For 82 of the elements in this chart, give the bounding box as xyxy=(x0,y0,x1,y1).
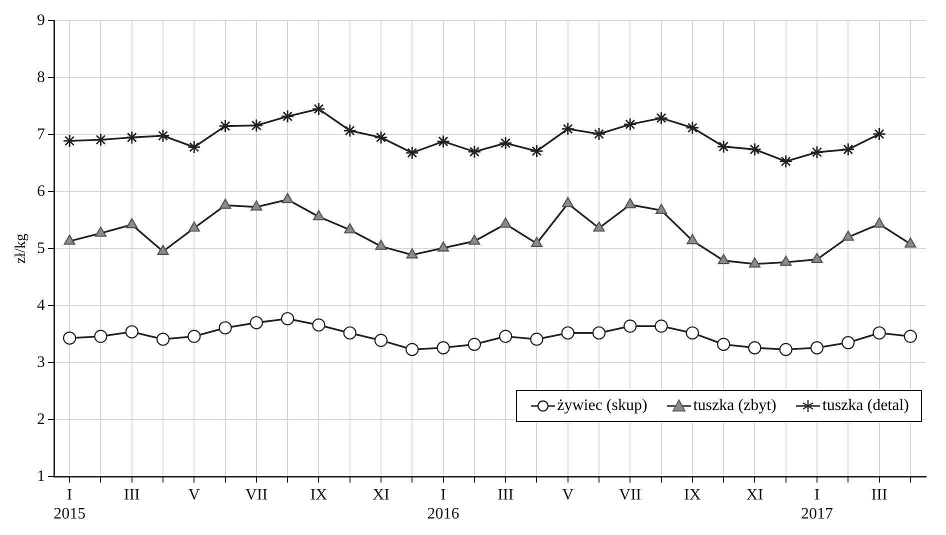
x-tick-label: VII xyxy=(245,486,268,504)
y-tick-label: 8 xyxy=(37,68,45,86)
point xyxy=(312,318,326,332)
point xyxy=(779,342,792,356)
point xyxy=(748,142,762,156)
point xyxy=(250,118,264,132)
legend-label: żywiec (skup) xyxy=(557,396,648,414)
point xyxy=(624,320,637,333)
point xyxy=(436,341,450,354)
point xyxy=(810,341,824,354)
point xyxy=(498,136,512,150)
point xyxy=(872,127,886,141)
point xyxy=(280,110,294,124)
point xyxy=(374,130,388,144)
y-axis-title: zł/kg xyxy=(12,233,29,264)
point xyxy=(436,134,450,148)
x-tick-label: III xyxy=(871,486,888,504)
point xyxy=(841,142,855,156)
point xyxy=(872,326,886,340)
y-tick-label: 1 xyxy=(37,468,45,485)
point xyxy=(530,144,544,158)
point xyxy=(623,118,637,132)
x-tick-label: I 2015 xyxy=(54,486,86,523)
point xyxy=(592,127,606,141)
point xyxy=(125,130,139,144)
point xyxy=(904,330,918,343)
point xyxy=(188,330,201,343)
point xyxy=(686,326,700,340)
point xyxy=(592,326,606,340)
point xyxy=(779,154,793,168)
x-tick-label: XI xyxy=(746,486,764,504)
point xyxy=(280,312,294,326)
legend-label: tuszka (detal) xyxy=(822,396,909,414)
x-tick-label: I 2016 xyxy=(427,486,460,523)
y-tick-label: 3 xyxy=(37,354,45,371)
point xyxy=(343,326,356,340)
point xyxy=(654,111,668,125)
point xyxy=(468,144,482,158)
x-tick-label: VII xyxy=(619,486,642,504)
y-tick-label: 5 xyxy=(37,240,45,257)
x-tick-label: III xyxy=(498,486,514,504)
point xyxy=(810,146,824,160)
point xyxy=(94,330,108,343)
point xyxy=(498,330,512,343)
point xyxy=(468,338,482,351)
point xyxy=(156,128,170,142)
point xyxy=(654,320,668,333)
x-tick-label: V xyxy=(188,486,200,504)
point xyxy=(218,119,232,133)
point xyxy=(716,140,730,154)
point xyxy=(405,146,419,160)
point xyxy=(218,321,232,334)
point xyxy=(561,326,574,340)
legend-label: tuszka (zbyt) xyxy=(693,396,776,414)
x-tick-label: IX xyxy=(684,486,702,504)
x-tick-label: V xyxy=(562,486,574,504)
y-tick-label: 6 xyxy=(37,182,45,200)
point xyxy=(312,102,326,116)
point xyxy=(406,342,419,356)
point xyxy=(125,325,138,338)
y-tick-label: 4 xyxy=(37,296,45,314)
point xyxy=(62,331,76,345)
x-tick-label: XI xyxy=(372,486,390,504)
point xyxy=(156,332,170,346)
y-tick-label: 2 xyxy=(37,410,45,428)
point xyxy=(94,132,108,146)
point xyxy=(187,140,201,154)
point xyxy=(561,122,575,136)
point xyxy=(374,334,388,347)
point xyxy=(716,338,730,351)
y-tick-label: 9 xyxy=(37,12,45,29)
point xyxy=(250,316,264,330)
y-tick-label: 7 xyxy=(37,126,45,143)
point xyxy=(686,121,700,135)
point xyxy=(748,341,762,354)
point xyxy=(343,124,357,138)
point xyxy=(530,332,544,346)
point xyxy=(62,134,76,148)
x-tick-label: I 2017 xyxy=(801,486,833,523)
x-tick-label: IX xyxy=(310,486,328,504)
x-tick-label: III xyxy=(124,486,140,504)
point xyxy=(842,336,855,350)
